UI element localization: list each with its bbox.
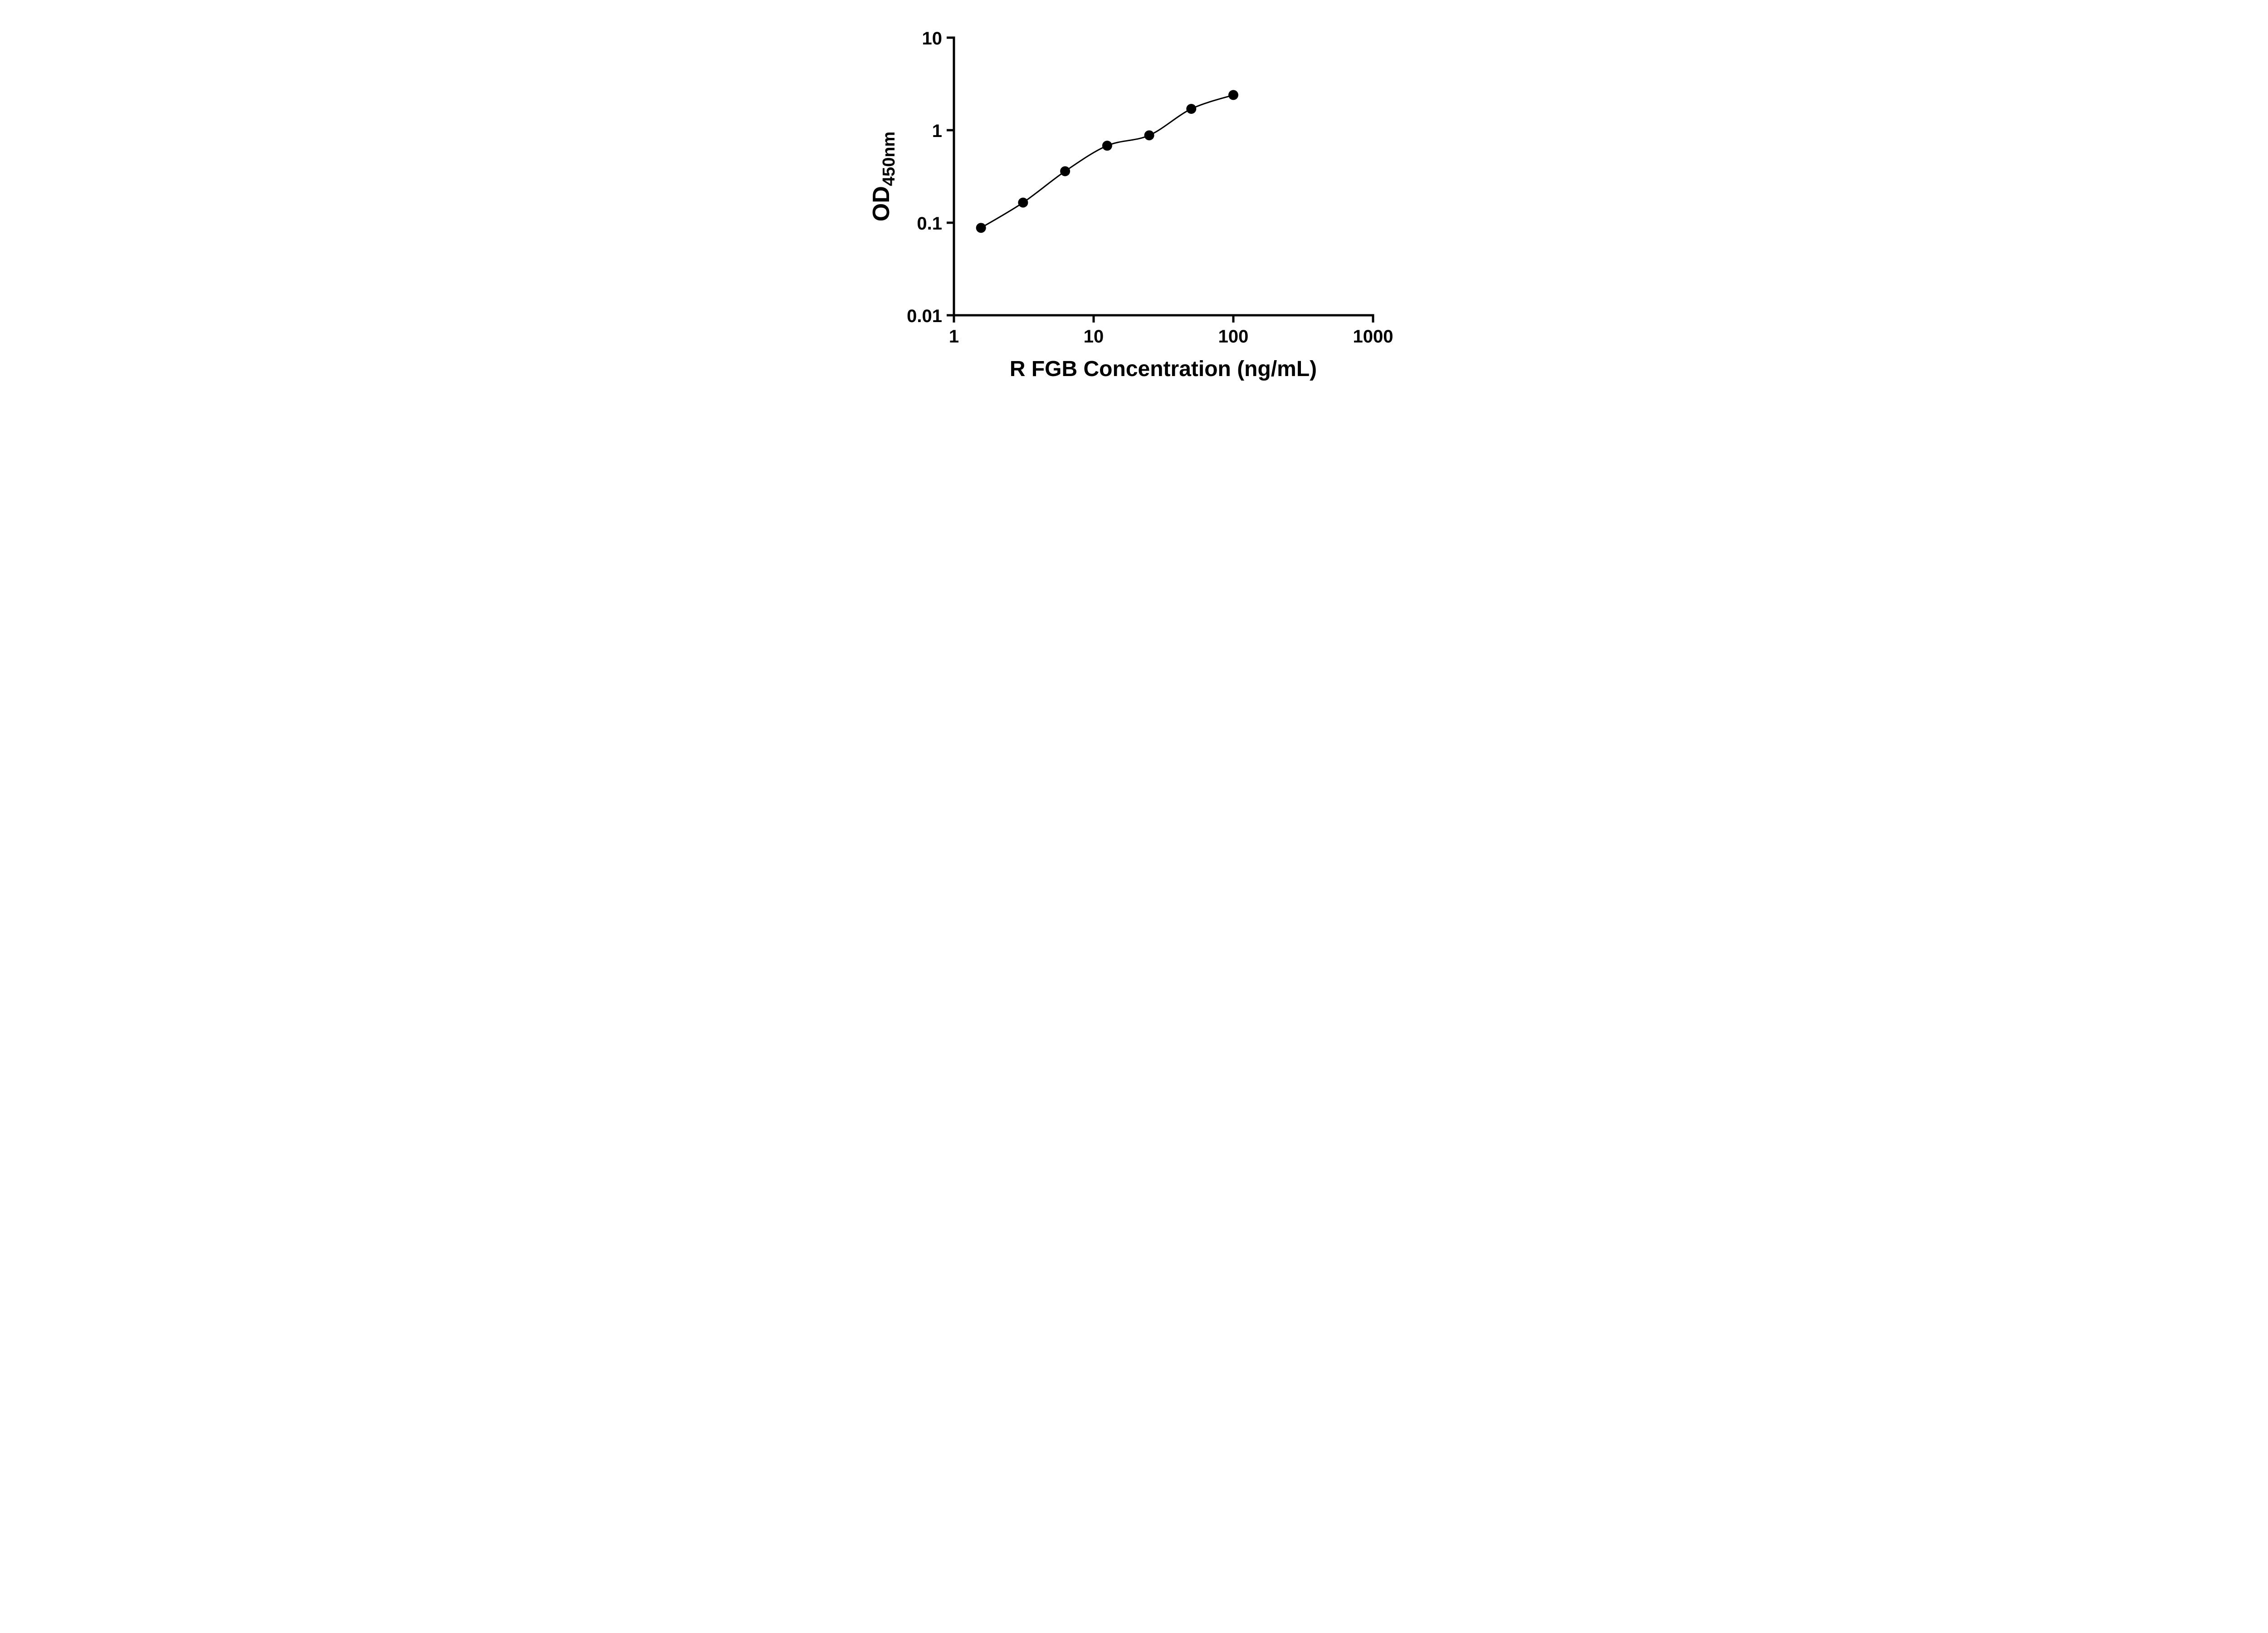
data-point: [1186, 103, 1196, 114]
axes-frame: [953, 36, 1374, 317]
y-axis-title-subscript: 450nm: [879, 131, 899, 186]
y-axis-tick-label: 0.1: [917, 214, 942, 234]
y-axis-title-main: OD: [868, 186, 894, 222]
y-axis-tick-label: 1: [932, 121, 942, 141]
x-axis-tick-label: 10: [1083, 327, 1104, 347]
x-axis-tick-label: 1: [948, 327, 958, 347]
elisa-standard-curve-figure: 1 10 100 1000 0.01 0.1 1 10 R FGB Concentration…: [842, 0, 1426, 408]
y-axis-tick-label: 0.01: [907, 306, 942, 326]
x-axis-tick-label: 1000: [1353, 327, 1393, 347]
y-axis-title: OD450nm: [868, 132, 899, 222]
data-point: [976, 223, 986, 233]
data-point: [1228, 90, 1238, 100]
x-axis-tick-label: 100: [1218, 327, 1248, 347]
y-axis-tick-label: 10: [922, 29, 942, 49]
data-point: [1017, 197, 1028, 208]
data-point: [1102, 141, 1112, 151]
fit-curve: [980, 94, 1233, 229]
data-point: [1144, 130, 1154, 141]
x-axis-title: R FGB Concentration (ng/mL): [1009, 357, 1317, 381]
chart-plot-area: 1 10 100 1000 0.01 0.1 1 10: [907, 29, 1393, 347]
data-point: [1060, 166, 1070, 176]
